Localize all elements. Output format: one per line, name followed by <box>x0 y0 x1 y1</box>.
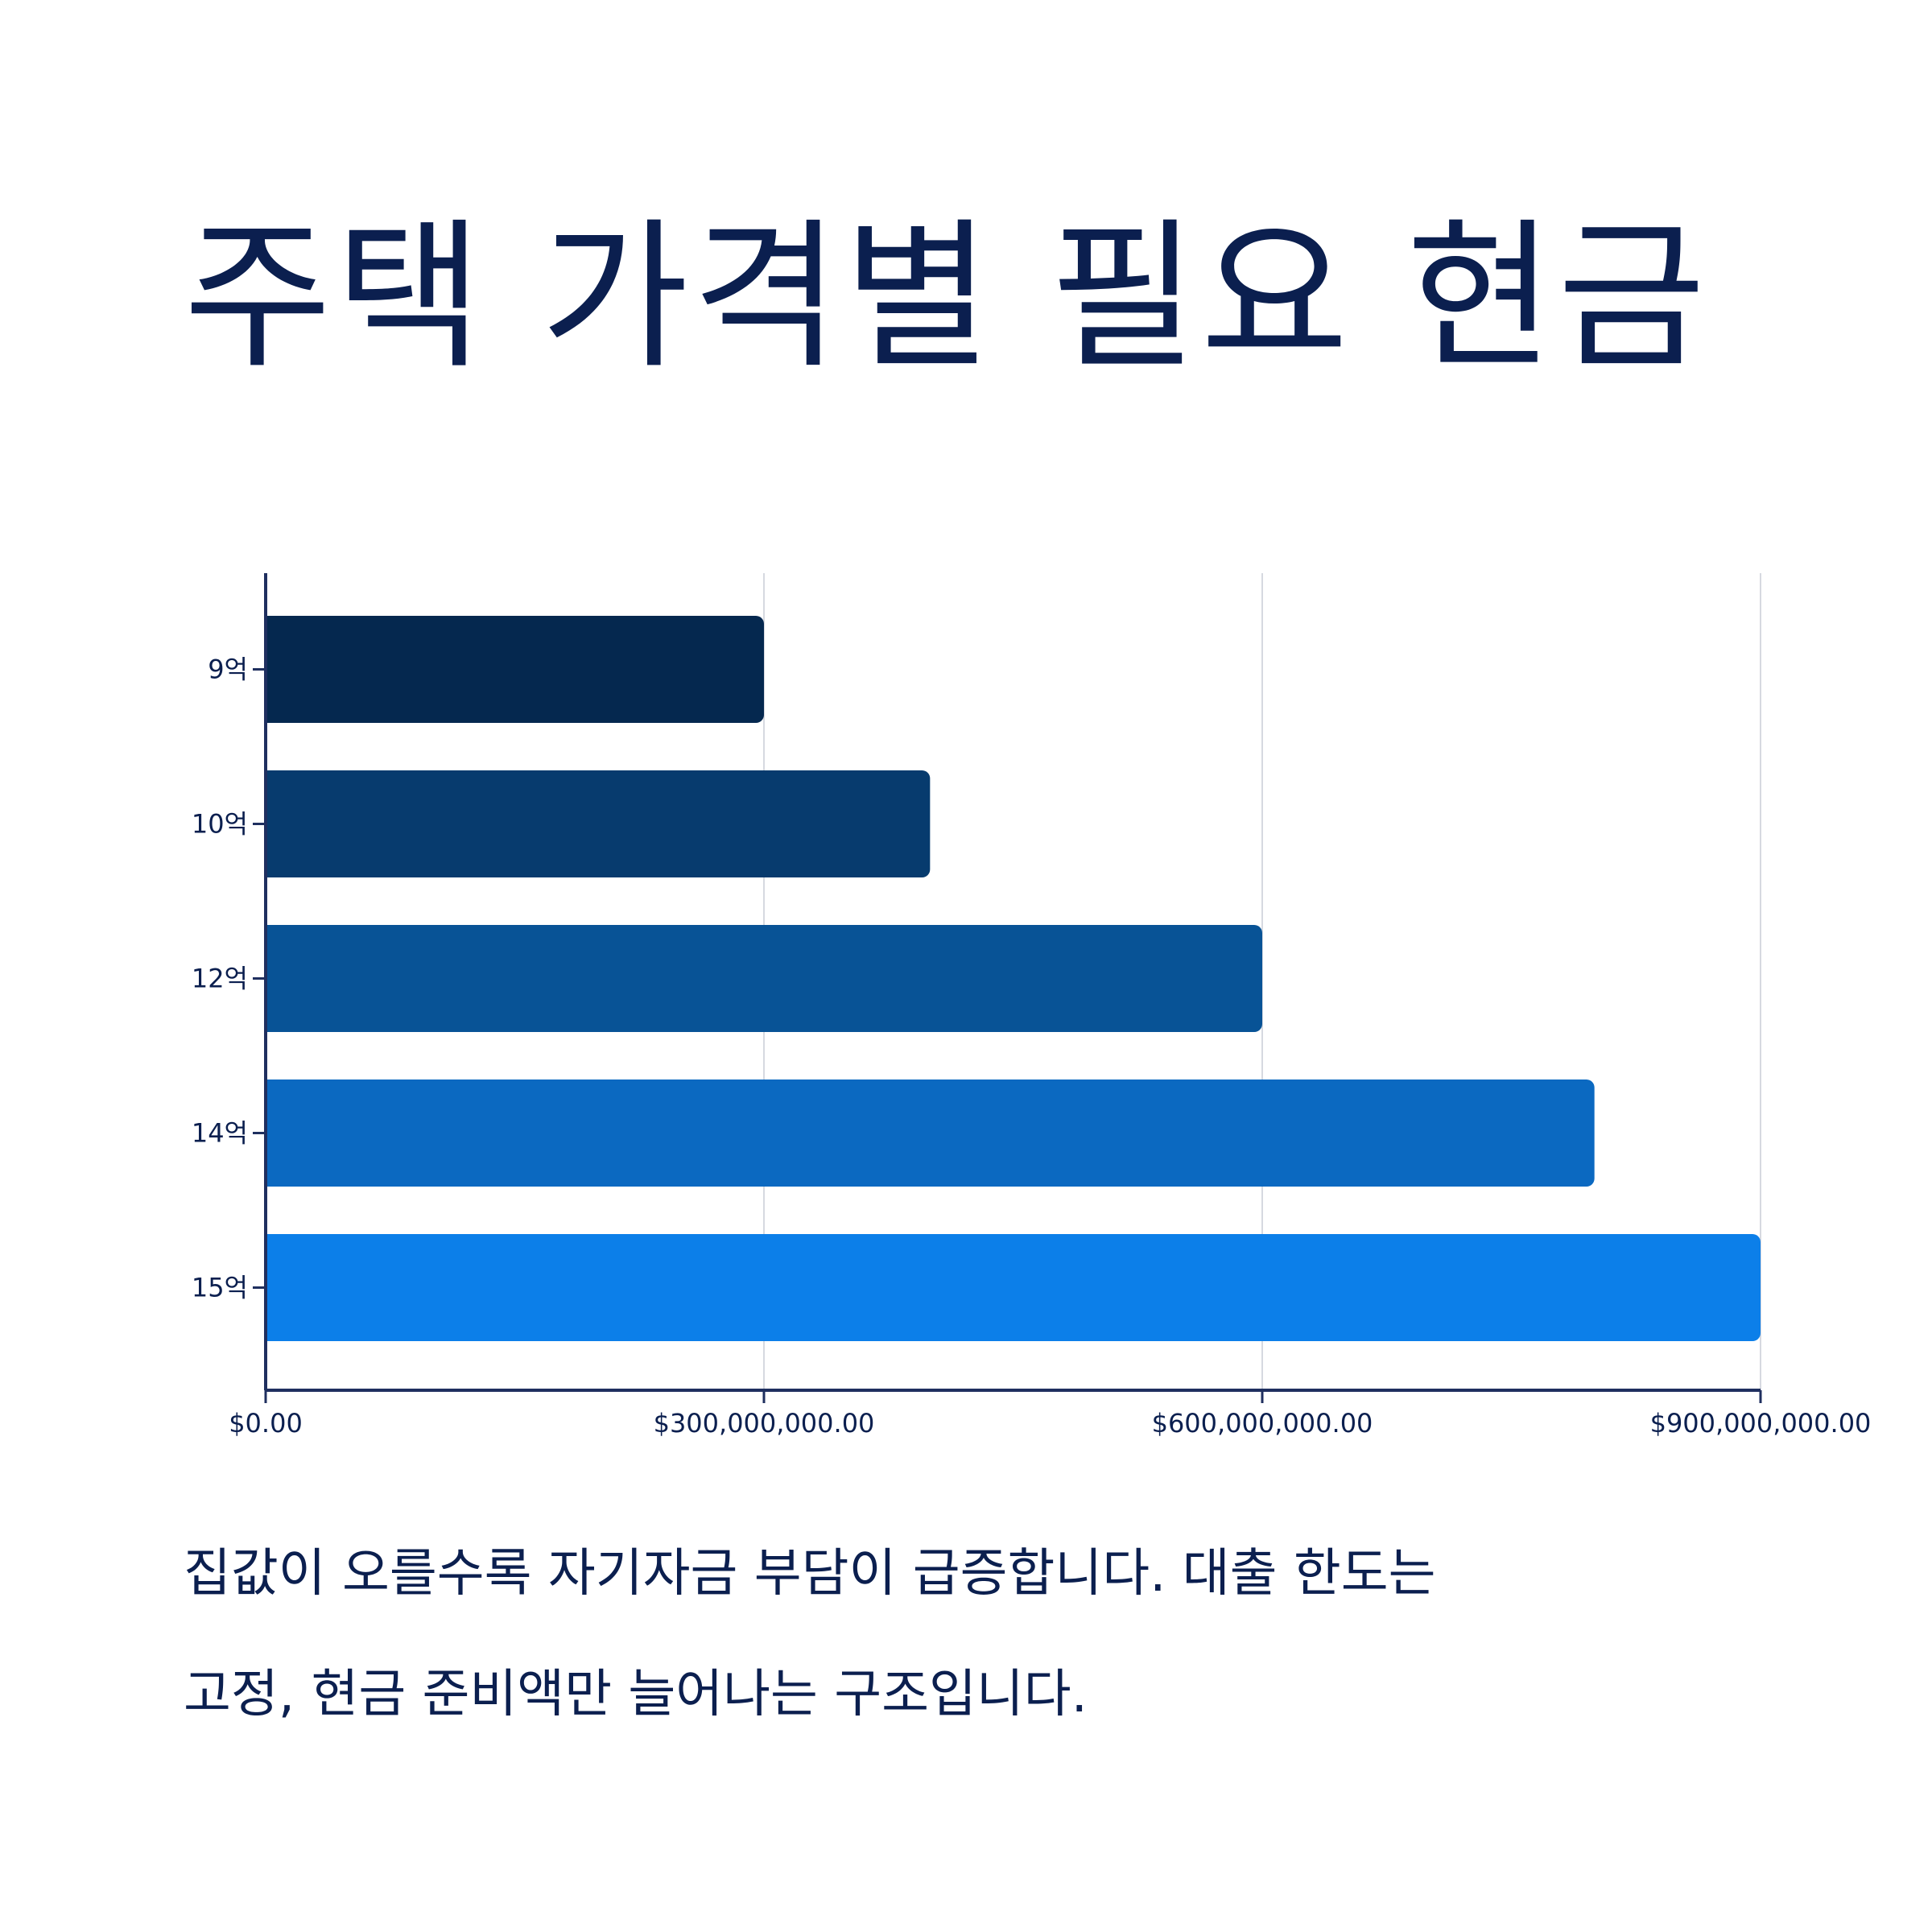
bar-4-base <box>266 1080 277 1187</box>
bar-5 <box>266 1234 1761 1341</box>
bar-5-base <box>266 1234 277 1341</box>
bar-2-base <box>266 770 277 877</box>
bars <box>266 616 1761 1341</box>
y-tick-label-4: 14억 <box>192 1118 248 1149</box>
x-tick-label-3: $600,000,000.00 <box>1152 1408 1373 1439</box>
y-tick-label-3: 12억 <box>192 964 248 994</box>
bar-4 <box>266 1080 1595 1187</box>
x-tick-label-1: $0.00 <box>229 1408 303 1439</box>
bar-2 <box>266 770 931 877</box>
caption-line-1: 집값이 오를수록 자기자금 부담이 급증합니다. 대출 한도는 <box>184 1544 1436 1604</box>
bar-1-base <box>266 616 277 723</box>
chart-title: 주택 가격별 필요 현금 <box>184 204 1709 391</box>
x-tick-label-2: $300,000,000.00 <box>654 1408 875 1439</box>
y-tick-label-1: 9억 <box>208 654 248 685</box>
y-tick-label-2: 10억 <box>192 809 248 840</box>
chart-caption: 집값이 오를수록 자기자금 부담이 급증합니다. 대출 한도는 고정, 현금 준… <box>184 1513 1794 1755</box>
axes: 9억 10억 12억 14억 15억 $0.00 $300,000,000.00 $600,0… <box>192 573 1872 1439</box>
y-tick-label-5: 15억 <box>192 1273 248 1303</box>
bar-3 <box>266 925 1262 1032</box>
caption-line-2: 고정, 현금 준비액만 늘어나는 구조입니다. <box>184 1665 1088 1724</box>
bar-1 <box>266 616 764 723</box>
bar-3-base <box>266 925 277 1032</box>
x-tick-label-4: $900,000,000.00 <box>1650 1408 1872 1439</box>
